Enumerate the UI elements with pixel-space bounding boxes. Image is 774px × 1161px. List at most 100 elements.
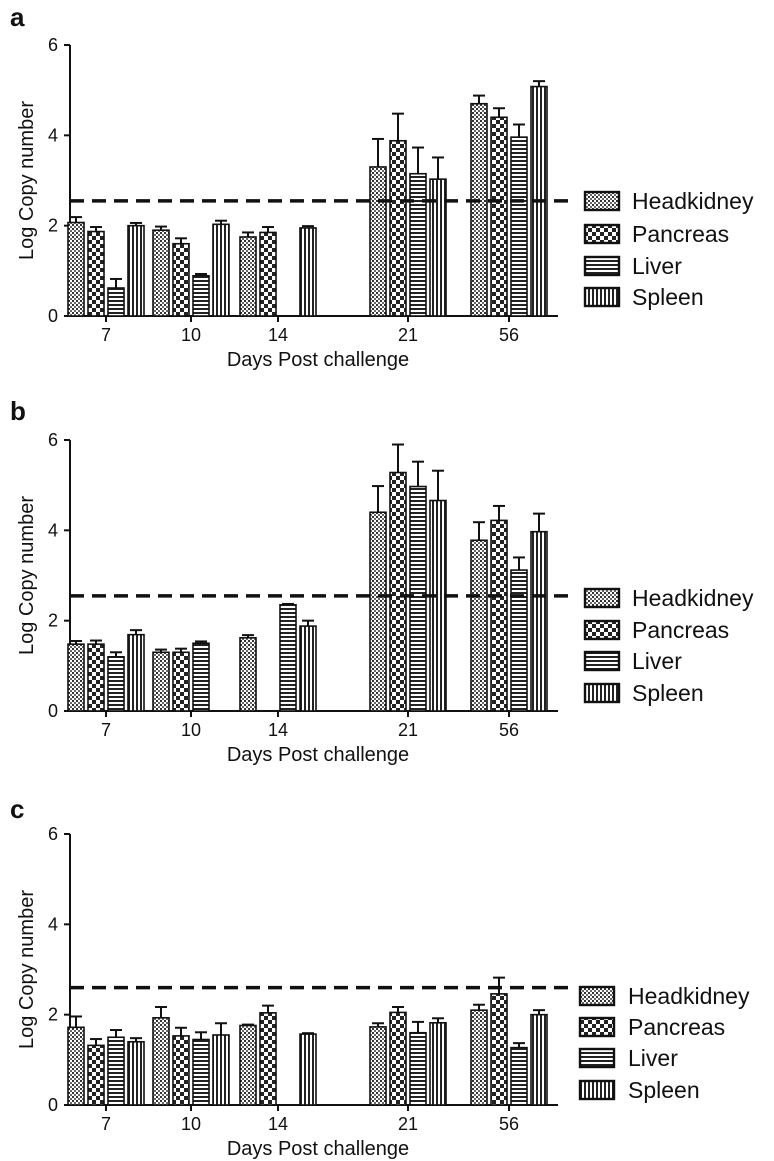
legend-swatch-headkidney (583, 587, 621, 609)
bar-pancreas-56 (490, 993, 508, 1106)
bar-liver-56 (510, 136, 528, 317)
legend-label-headkidney: Headkidney (632, 188, 754, 214)
bar-spleen-21 (429, 499, 447, 712)
bar-pancreas-14 (259, 1012, 277, 1106)
legend-label-liver: Liver (632, 253, 682, 279)
bar-spleen-56 (530, 530, 548, 712)
x-tick-label: 10 (181, 720, 201, 740)
x-axis-title: Days Post challenge (227, 349, 409, 371)
y-axis-title: Log Copy number (16, 496, 38, 655)
y-tick-label: 6 (48, 430, 58, 450)
bar-pancreas-21 (389, 1011, 407, 1106)
bar-headkidney-10 (152, 651, 170, 712)
legend-label-spleen: Spleen (632, 284, 704, 310)
legend-swatch-headkidney (583, 190, 621, 212)
bar-headkidney-56 (470, 539, 488, 712)
legend-label-pancreas: Pancreas (632, 221, 729, 247)
bar-spleen-7 (127, 1040, 145, 1106)
legend-label-headkidney: Headkidney (632, 585, 754, 611)
y-tick-label: 0 (48, 1095, 58, 1115)
bar-pancreas-7 (87, 230, 105, 317)
bar-headkidney-56 (470, 1009, 488, 1106)
legend-swatch-pancreas (578, 1016, 616, 1038)
bar-pancreas-56 (490, 519, 508, 712)
panel-letter: a (10, 2, 25, 32)
bar-pancreas-21 (389, 471, 407, 712)
bar-spleen-7 (127, 224, 145, 317)
bar-liver-56 (510, 1046, 528, 1106)
y-axis-title: Log Copy number (16, 890, 38, 1049)
bar-pancreas-7 (87, 643, 105, 712)
bar-liver-21 (409, 172, 427, 317)
legend-swatch-liver (578, 1047, 616, 1069)
bar-spleen-14 (299, 227, 317, 317)
bar-headkidney-56 (470, 102, 488, 317)
bar-pancreas-7 (87, 1044, 105, 1106)
legend-swatch-spleen (578, 1079, 616, 1101)
bar-pancreas-10 (172, 651, 190, 712)
bar-pancreas-56 (490, 116, 508, 317)
bar-liver-21 (409, 1031, 427, 1106)
y-tick-label: 6 (48, 35, 58, 55)
legend-swatch-pancreas (583, 223, 621, 245)
y-tick-label: 4 (48, 125, 58, 145)
x-axis-title: Days Post challenge (227, 744, 409, 766)
bar-spleen-7 (127, 633, 145, 712)
bar-liver-7 (107, 1036, 125, 1106)
bar-headkidney-10 (152, 229, 170, 317)
bar-headkidney-21 (369, 1026, 387, 1106)
bar-spleen-10 (212, 1034, 230, 1106)
legend-swatch-pancreas (583, 619, 621, 641)
legend-label-headkidney: Headkidney (628, 983, 750, 1009)
legend-swatch-spleen (583, 682, 621, 704)
x-tick-label: 10 (181, 325, 201, 345)
y-tick-label: 4 (48, 520, 58, 540)
legend: Headkidney Pancreas Liver Spleen (583, 188, 754, 310)
legend-label-liver: Liver (628, 1045, 678, 1071)
x-tick-label: 14 (268, 1114, 288, 1134)
chart-panel-c: c 0 2 4 6 Log Copy number 7 10 14 21 56 Days Post c… (10, 794, 750, 1160)
legend-swatch-liver (583, 650, 621, 672)
bar-spleen-10 (212, 223, 230, 317)
x-tick-label: 56 (499, 1114, 519, 1134)
bar-pancreas-10 (172, 242, 190, 317)
bar-spleen-14 (299, 625, 317, 712)
bar-liver-7 (107, 287, 125, 317)
bar-spleen-56 (530, 1013, 548, 1106)
x-axis-title: Days Post challenge (227, 1138, 409, 1160)
bar-headkidney-14 (239, 1024, 257, 1106)
y-axis-title: Log Copy number (16, 101, 38, 260)
x-tick-label: 7 (101, 325, 111, 345)
y-tick-label: 4 (48, 914, 58, 934)
bar-headkidney-10 (152, 1017, 170, 1106)
bar-spleen-21 (429, 1021, 447, 1106)
legend-swatch-spleen (583, 286, 621, 308)
bar-liver-10 (192, 1038, 210, 1106)
x-tick-label: 7 (101, 720, 111, 740)
bar-pancreas-14 (259, 231, 277, 317)
panel-letter: b (10, 396, 26, 426)
legend-label-spleen: Spleen (632, 680, 704, 706)
bar-headkidney-7 (67, 643, 85, 712)
bar-liver-14 (279, 604, 297, 712)
y-tick-label: 6 (48, 824, 58, 844)
legend: Headkidney Pancreas Liver Spleen (578, 983, 750, 1103)
legend-label-pancreas: Pancreas (632, 617, 729, 643)
bar-pancreas-21 (389, 139, 407, 317)
x-tick-label: 56 (499, 325, 519, 345)
bar-headkidney-7 (67, 1026, 85, 1106)
legend-label-liver: Liver (632, 648, 682, 674)
y-tick-label: 2 (48, 1005, 58, 1025)
bar-headkidney-7 (67, 221, 85, 317)
legend-label-spleen: Spleen (628, 1077, 700, 1103)
bar-liver-21 (409, 485, 427, 712)
bar-pancreas-10 (172, 1035, 190, 1106)
legend-swatch-liver (583, 255, 621, 277)
legend-swatch-headkidney (578, 985, 616, 1007)
x-tick-label: 21 (398, 325, 418, 345)
bar-headkidney-21 (369, 166, 387, 317)
x-tick-label: 7 (101, 1114, 111, 1134)
y-tick-label: 0 (48, 701, 58, 721)
bar-headkidney-14 (239, 637, 257, 712)
bar-liver-56 (510, 569, 528, 712)
